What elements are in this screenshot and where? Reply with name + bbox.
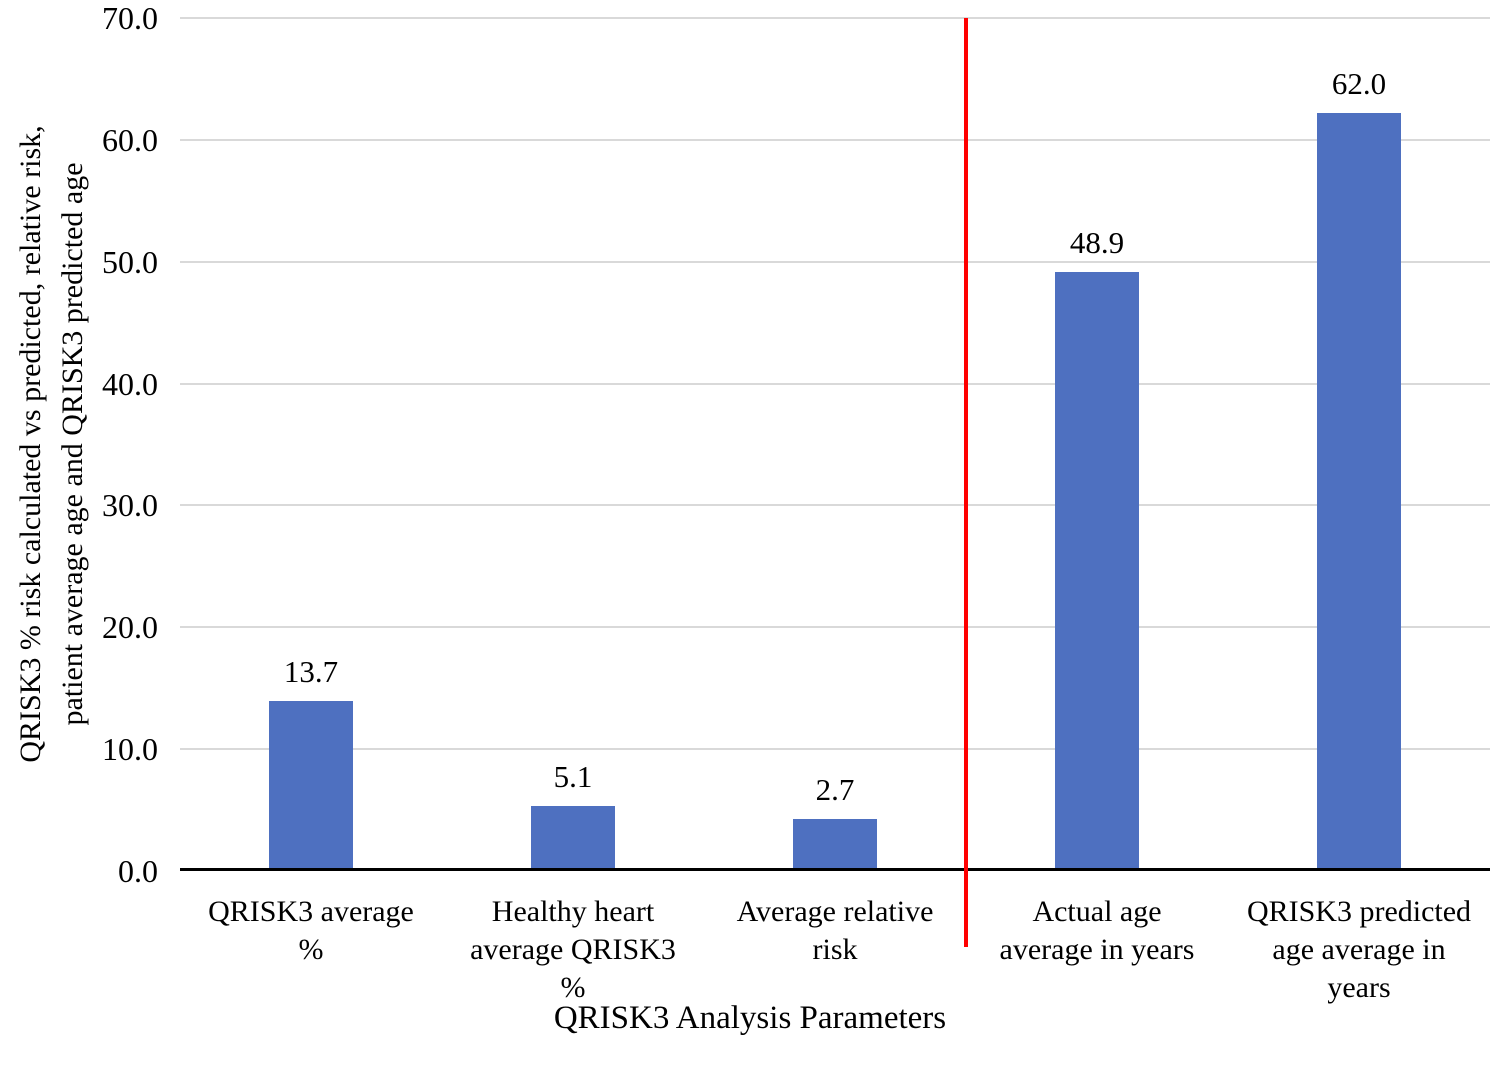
category-label-4: Actual age average in years (999, 895, 1195, 966)
bar-1 (269, 701, 353, 868)
y-tick-label-40: 40.0 (102, 365, 158, 402)
y-tick-label-60: 60.0 (102, 121, 158, 158)
category-label-2: Healthy heart average QRISK3 % (470, 895, 676, 1004)
bar-2 (531, 805, 615, 868)
bar-value-label-1: 13.7 (283, 654, 339, 690)
x-axis-title: QRISK3 Analysis Parameters (553, 1000, 947, 1036)
bar-value-label-5: 62.0 (1331, 65, 1387, 101)
y-tick-label-10: 10.0 (102, 731, 158, 768)
gridline-70 (180, 17, 1490, 19)
gridline-40 (180, 382, 1490, 385)
category-label-3: Average relative risk (736, 895, 934, 966)
bar-value-label-4: 48.9 (1069, 225, 1125, 261)
y-tick-label-70: 70.0 (102, 0, 158, 36)
bar-5 (1317, 112, 1401, 868)
bar-value-label-2: 5.1 (553, 758, 593, 794)
y-tick-label-30: 30.0 (102, 487, 158, 524)
category-label-1: QRISK3 average % (208, 895, 414, 966)
y-tick-label-50: 50.0 (102, 243, 158, 280)
bar-value-label-3: 2.7 (815, 772, 855, 808)
gridline-20 (180, 626, 1490, 629)
bar-3 (793, 819, 877, 868)
gridline-60 (180, 138, 1490, 141)
bar-4 (1055, 272, 1139, 868)
gridline-10 (180, 748, 1490, 751)
category-label-5: QRISK3 predicted age average in years (1246, 895, 1472, 1004)
red-separator-line (964, 18, 968, 947)
y-tick-label-20: 20.0 (102, 609, 158, 646)
plot-area: 0.0 10.0 20.0 30.0 40.0 50.0 60.0 70.0 13.7 QRISK… (102, 1, 1490, 1004)
y-tick-label-0: 0.0 (118, 853, 158, 889)
gridline-50 (180, 260, 1490, 263)
gridline-30 (180, 504, 1490, 507)
